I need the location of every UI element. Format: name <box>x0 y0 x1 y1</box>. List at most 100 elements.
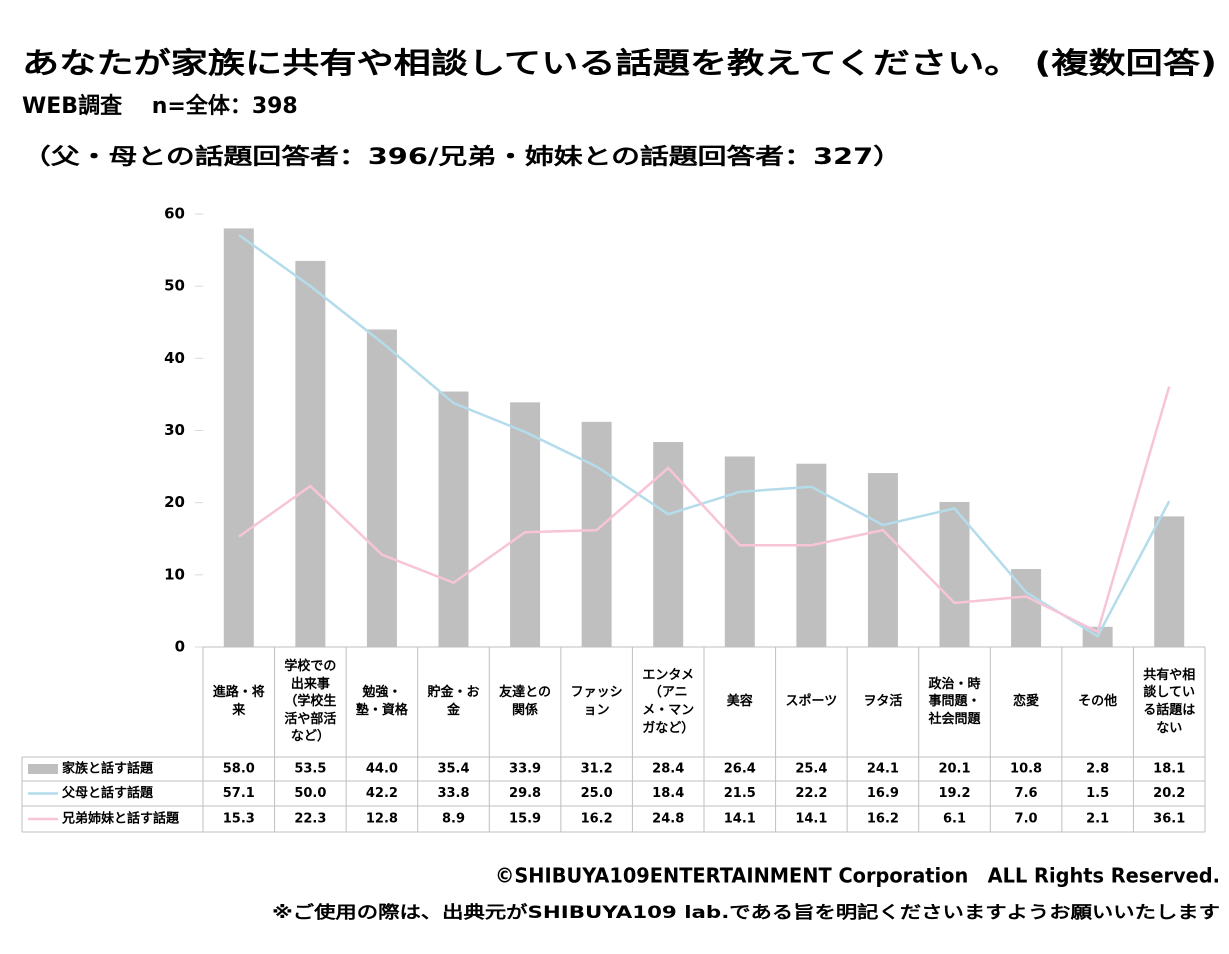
data-label: 35.4 <box>437 762 469 777</box>
data-label: 14.1 <box>795 812 827 827</box>
data-label: 28.4 <box>652 762 684 777</box>
bar <box>939 501 970 647</box>
category-cell: エンタメ（アニメ・マンガなど） <box>642 667 695 736</box>
data-label: 53.5 <box>294 762 326 777</box>
bar <box>724 456 755 647</box>
x-tick-label: 学校での出来事（学校生活や部活など） <box>284 659 337 745</box>
y-tick-label: 50 <box>164 277 185 295</box>
category-cell: 政治・時事問題・社会問題 <box>928 676 981 727</box>
y-tick-label: 10 <box>164 565 185 583</box>
data-label: 12.8 <box>366 812 398 827</box>
legend-label: 兄弟姉妹と話す話題 <box>61 811 180 827</box>
data-label: 8.9 <box>442 812 465 827</box>
category-cell: 学校での出来事（学校生活や部活など） <box>284 659 337 745</box>
data-label: 22.3 <box>294 812 326 827</box>
category-cell: 共有や相談している話題はない <box>1143 667 1196 736</box>
subtitle: WEB調査 n=全体：398 <box>22 93 298 119</box>
data-label: 50.0 <box>294 786 326 801</box>
data-label: 15.9 <box>509 812 541 827</box>
data-label: 10.8 <box>1010 762 1042 777</box>
data-label: 2.1 <box>1086 812 1109 827</box>
bar <box>295 260 326 647</box>
data-label: 58.0 <box>223 762 255 777</box>
subtitle: （父・母との話題回答者：396/兄弟・姉妹との話題回答者：327） <box>22 144 902 170</box>
x-tick-label: 貯金・お金 <box>427 685 480 718</box>
x-tick-label: 美容 <box>726 694 753 710</box>
y-tick-label: 20 <box>164 493 185 511</box>
data-label: 18.1 <box>1153 762 1185 777</box>
data-label: 24.1 <box>867 762 899 777</box>
line <box>238 233 1171 638</box>
category-cell: ヲタ活 <box>863 694 903 710</box>
bar <box>867 473 898 647</box>
bar <box>438 391 469 647</box>
bar <box>1154 516 1185 647</box>
category-cell: スポーツ <box>785 694 838 710</box>
data-label: 16.2 <box>867 812 899 827</box>
x-tick-label: 政治・時事問題・社会問題 <box>928 676 981 727</box>
data-label: 16.2 <box>581 812 613 827</box>
data-label: 22.2 <box>795 786 827 801</box>
data-label: 33.9 <box>509 762 541 777</box>
category-cell: ファッション <box>570 685 623 718</box>
data-label: 25.0 <box>581 786 613 801</box>
data-label: 16.9 <box>867 786 899 801</box>
legend-label: 家族と話す話題 <box>62 761 154 777</box>
bar <box>510 402 541 647</box>
data-label: 15.3 <box>223 812 255 827</box>
legend-label: 父母と話す話題 <box>61 785 154 801</box>
data-label: 1.5 <box>1086 786 1109 801</box>
data-label: 36.1 <box>1153 812 1185 827</box>
y-tick-label: 30 <box>164 421 185 439</box>
category-cell: 友達との関係 <box>499 685 551 718</box>
data-label: 31.2 <box>581 762 613 777</box>
bar <box>653 442 684 647</box>
y-tick-label: 0 <box>175 638 185 656</box>
data-label: 42.2 <box>366 786 398 801</box>
data-label: 18.4 <box>652 786 684 801</box>
x-tick-label: ファッション <box>570 685 623 718</box>
data-label: 20.2 <box>1153 786 1185 801</box>
x-tick-label: ヲタ活 <box>863 694 903 710</box>
chart-title: あなたが家族に共有や相談している話題を教えてください。 (複数回答) <box>22 46 1217 80</box>
data-label: 44.0 <box>366 762 398 777</box>
data-label: 24.8 <box>652 812 684 827</box>
x-tick-label: その他 <box>1078 694 1118 710</box>
data-label: 33.8 <box>437 786 469 801</box>
data-label: 25.4 <box>795 762 827 777</box>
data-label: 2.8 <box>1086 762 1109 777</box>
data-label: 29.8 <box>509 786 541 801</box>
data-label: 57.1 <box>223 786 255 801</box>
category-cell: 勉強・塾・資格 <box>355 685 408 718</box>
data-label: 19.2 <box>938 786 970 801</box>
x-tick-label: 共有や相談している話題はない <box>1143 667 1196 736</box>
bar <box>223 228 254 647</box>
x-tick-label: 進路・将来 <box>212 685 265 718</box>
data-label: 7.6 <box>1015 786 1038 801</box>
data-label: 20.1 <box>938 762 970 777</box>
data-label: 6.1 <box>943 812 966 827</box>
footer: ※ご使用の際は、出典元がSHIBUYA109 lab.である旨を明記くださいます… <box>272 902 1220 923</box>
data-label: 26.4 <box>724 762 756 777</box>
y-tick-label: 60 <box>164 205 185 223</box>
data-label: 21.5 <box>724 786 756 801</box>
category-cell: 貯金・お金 <box>427 685 480 718</box>
x-tick-label: 勉強・塾・資格 <box>355 685 408 718</box>
legend-swatch <box>28 764 58 774</box>
data-label: 7.0 <box>1015 812 1038 827</box>
bar <box>366 329 397 647</box>
footer: ©SHIBUYA109ENTERTAINMENT Corporation ALL… <box>495 864 1220 888</box>
category-cell: その他 <box>1078 694 1118 710</box>
category-cell: 進路・将来 <box>212 685 265 718</box>
data-label: 14.1 <box>724 812 756 827</box>
category-cell: 恋愛 <box>1013 694 1040 710</box>
x-tick-label: 友達との関係 <box>499 685 551 718</box>
bar <box>581 421 612 647</box>
category-cell: 美容 <box>726 694 753 710</box>
bar <box>796 463 827 647</box>
x-tick-label: 恋愛 <box>1013 694 1040 710</box>
x-tick-label: エンタメ（アニメ・マンガなど） <box>642 667 695 736</box>
x-tick-label: スポーツ <box>785 694 838 710</box>
